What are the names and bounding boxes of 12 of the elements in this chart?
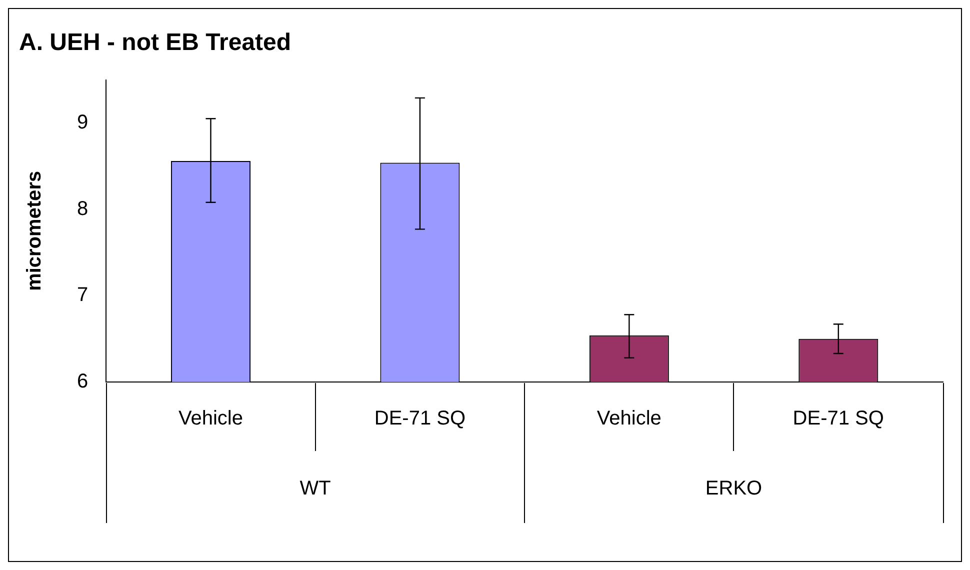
y-tick-label: 8 (77, 198, 88, 220)
text: WT (300, 478, 331, 500)
y-tick-label: 7 (77, 284, 88, 306)
x-tick-label: DE-71 SQ (792, 408, 884, 430)
y-tick-label: 9 (77, 111, 88, 134)
x-tick-label: Vehicle (178, 408, 243, 430)
chart-title: A. UEH - not EB Treated (19, 29, 292, 56)
x-tick-label: DE-71 SQ (374, 408, 466, 430)
y-axis-title: micrometers (24, 170, 46, 291)
x-tick-label: Vehicle (596, 408, 662, 430)
series-label: ERKO (705, 478, 762, 500)
y-tick-label: 6 (77, 370, 88, 393)
